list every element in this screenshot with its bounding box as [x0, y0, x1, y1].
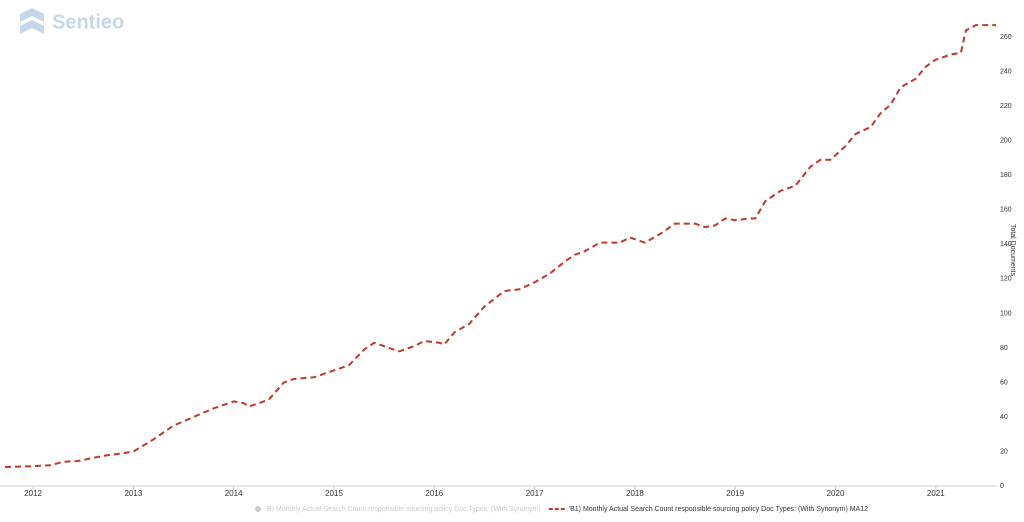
- watermark: Sentieo: [52, 11, 124, 33]
- legend-label: B) Monthly Actual Search Count responsib…: [267, 506, 541, 513]
- y-tick-label: 260: [1000, 34, 1012, 41]
- y-tick-label: 140: [1000, 241, 1012, 248]
- y-tick-label: 120: [1000, 276, 1012, 283]
- y-tick-label: 240: [1000, 69, 1012, 76]
- y-tick-label: 200: [1000, 138, 1012, 145]
- y-tick-label: 60: [1000, 379, 1008, 386]
- x-tick-label: 2013: [124, 489, 142, 498]
- legend-marker: [255, 506, 261, 512]
- data-line: [4, 24, 996, 469]
- y-tick-label: 80: [1000, 345, 1008, 352]
- x-tick-label: 2015: [325, 489, 343, 498]
- y-tick-label: 220: [1000, 103, 1012, 110]
- x-tick-label: 2020: [827, 489, 845, 498]
- y-tick-label: 40: [1000, 414, 1008, 421]
- legend-label: 'B1) Monthly Actual Search Count respons…: [569, 506, 868, 513]
- y-tick-label: 20: [1000, 448, 1008, 455]
- x-tick-label: 2017: [526, 489, 544, 498]
- x-tick-label: 2018: [626, 489, 644, 498]
- y-tick-label: 100: [1000, 310, 1012, 317]
- y-tick-label: 0: [1000, 483, 1004, 490]
- y-tick-label: 180: [1000, 172, 1012, 179]
- x-tick-label: 2014: [225, 489, 243, 498]
- y-axis-label: Total Documents: [1009, 224, 1016, 277]
- x-tick-label: 2012: [24, 489, 42, 498]
- y-tick-label: 160: [1000, 207, 1012, 214]
- x-tick-label: 2021: [927, 489, 945, 498]
- x-tick-label: 2019: [726, 489, 744, 498]
- x-tick-label: 2016: [425, 489, 443, 498]
- logo: Sentieo: [20, 8, 124, 34]
- legend: B) Monthly Actual Search Count responsib…: [255, 506, 868, 513]
